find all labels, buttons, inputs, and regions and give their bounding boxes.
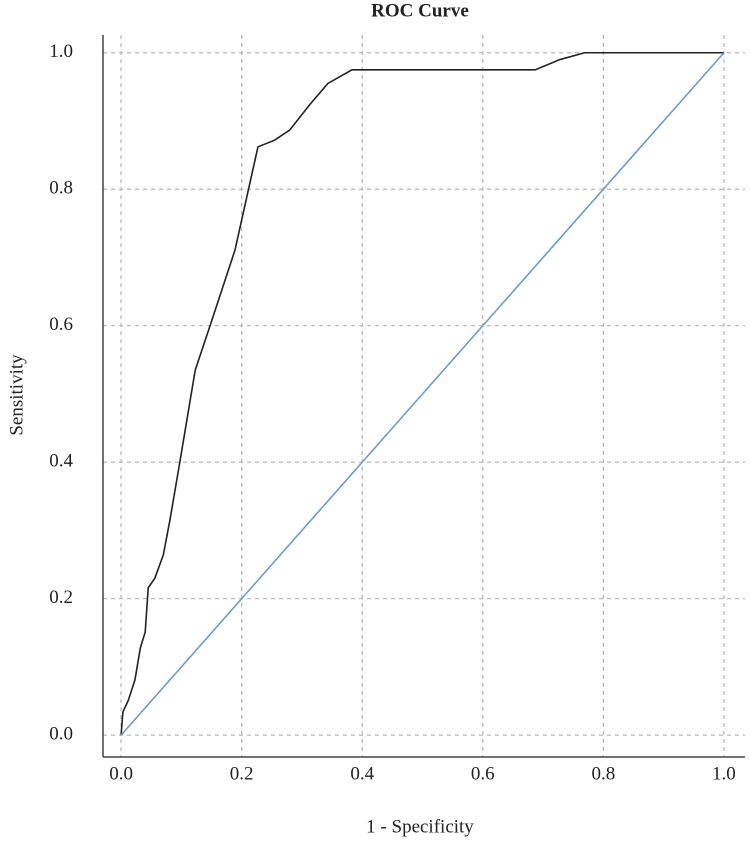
x-tick-label: 0.8 — [591, 763, 615, 784]
x-tick-label: 0.2 — [230, 763, 254, 784]
y-tick-label: 1.0 — [49, 41, 73, 62]
y-tick-label: 0.0 — [49, 724, 73, 745]
y-tick-label: 0.2 — [49, 587, 73, 608]
y-tick-label: 0.6 — [49, 314, 73, 335]
y-tick-label: 0.4 — [49, 451, 73, 472]
x-tick-label: 0.0 — [109, 763, 133, 784]
y-axis-label: Sensitivity — [6, 354, 27, 436]
x-tick-label: 0.4 — [350, 763, 374, 784]
y-tick-label: 0.8 — [49, 178, 73, 199]
x-axis-label: 1 - Specificity — [366, 816, 474, 837]
line — [120, 51, 724, 736]
x-tick-label: 1.0 — [712, 763, 736, 784]
x-tick-label: 0.6 — [471, 763, 495, 784]
chart-title: ROC Curve — [371, 0, 469, 21]
line — [120, 52, 725, 736]
